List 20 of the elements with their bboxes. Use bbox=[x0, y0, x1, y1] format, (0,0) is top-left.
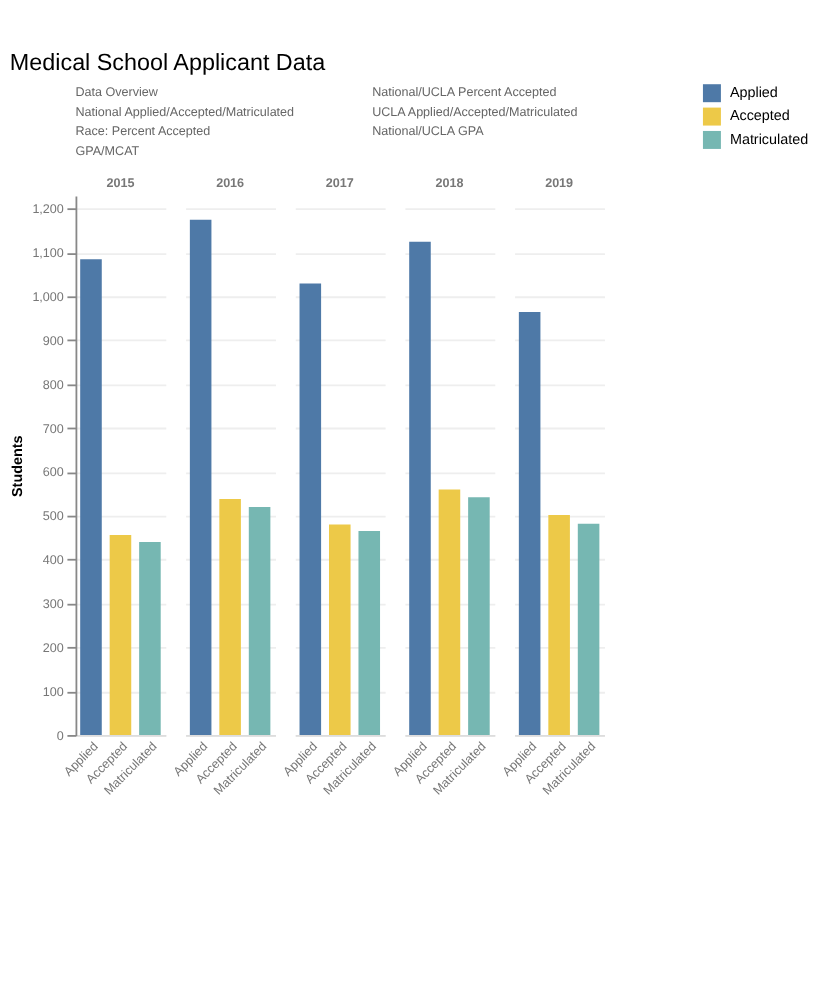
bar bbox=[438, 489, 461, 736]
bar bbox=[577, 523, 600, 736]
bar bbox=[468, 497, 490, 736]
bar bbox=[139, 542, 161, 736]
bar bbox=[358, 531, 381, 736]
bar bbox=[248, 507, 271, 736]
bar bbox=[80, 259, 102, 736]
bar bbox=[329, 524, 351, 736]
y-axis-title: Students bbox=[7, 435, 26, 497]
bar bbox=[219, 499, 241, 736]
legend-label: Applied bbox=[729, 82, 778, 101]
legend-label: Accepted bbox=[729, 106, 790, 125]
bar bbox=[409, 241, 431, 736]
legend-label: Matriculated bbox=[729, 129, 809, 148]
chart-title: Medical School Applicant Data bbox=[9, 49, 327, 76]
bar bbox=[548, 514, 570, 736]
bar bbox=[299, 283, 322, 736]
bar bbox=[518, 311, 541, 736]
bar bbox=[109, 535, 132, 736]
bar bbox=[189, 219, 212, 736]
